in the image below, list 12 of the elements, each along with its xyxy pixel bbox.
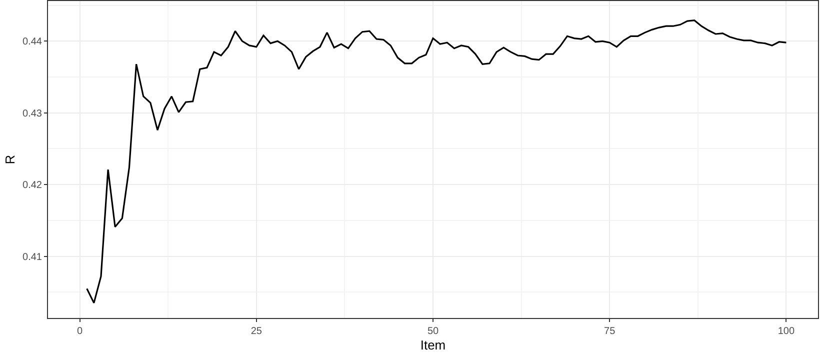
x-tick-label: 0 <box>77 326 84 337</box>
y-tick-label: 0.41 <box>22 252 42 263</box>
x-tick-label: 100 <box>778 326 795 337</box>
y-tick-label: 0.44 <box>22 36 42 48</box>
y-tick-label: 0.42 <box>22 180 42 192</box>
x-tick-label: 75 <box>604 326 616 337</box>
line-series <box>86 20 788 304</box>
x-tick-label: 25 <box>250 326 262 337</box>
x-axis-title: Item <box>420 338 446 353</box>
y-axis-title: R <box>2 154 18 164</box>
y-tick-label: 0.43 <box>22 108 42 120</box>
x-tick-label: 50 <box>427 326 439 337</box>
